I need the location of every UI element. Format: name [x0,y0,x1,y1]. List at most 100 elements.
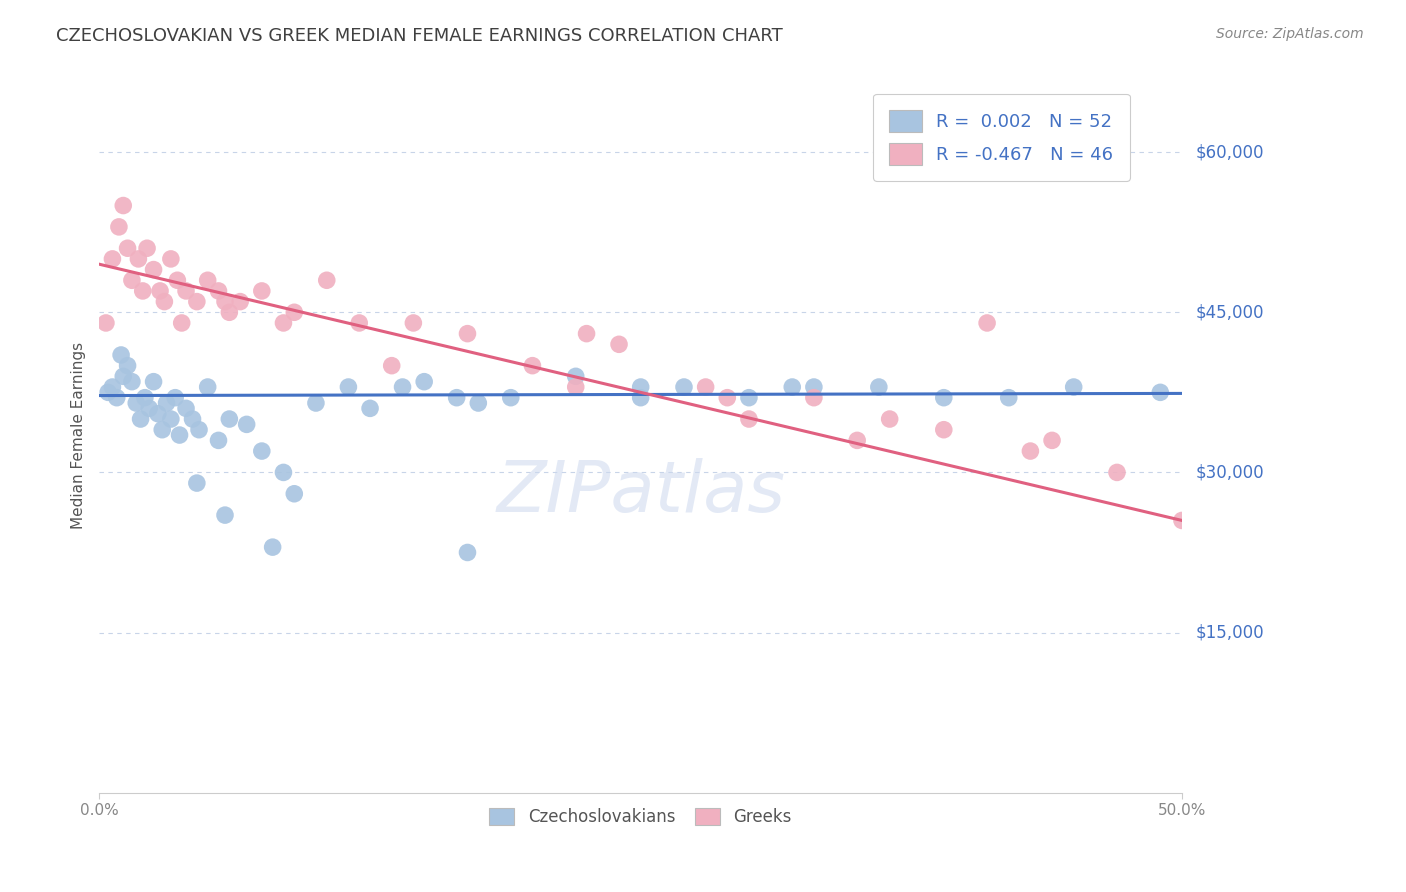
Point [181,412,204,426]
Point [117,241,139,255]
Point [803,391,825,405]
Point [250,284,273,298]
Point [273,466,295,480]
Point [166,273,188,287]
Point [186,476,208,491]
Point [522,359,544,373]
Point [630,380,652,394]
Point [207,284,229,298]
Point [846,434,869,448]
Point [1105,466,1128,480]
Point [337,380,360,394]
Point [101,380,124,394]
Point [112,369,135,384]
Y-axis label: Median Female Earnings: Median Female Earnings [72,342,86,529]
Point [229,294,252,309]
Point [149,284,172,298]
Point [305,396,328,410]
Point [188,423,211,437]
Point [273,316,295,330]
Point [381,359,404,373]
Point [94,316,117,330]
Point [879,412,901,426]
Text: Source: ZipAtlas.com: Source: ZipAtlas.com [1216,27,1364,41]
Point [467,396,489,410]
Point [142,262,165,277]
Point [150,423,173,437]
Point [672,380,695,394]
Point [932,391,955,405]
Point [499,391,522,405]
Point [97,385,120,400]
Point [997,391,1019,405]
Point [456,326,478,341]
Point [932,423,955,437]
Point [630,391,652,405]
Point [121,375,143,389]
Point [165,391,187,405]
Point [1040,434,1063,448]
Point [142,375,165,389]
Point [134,391,156,405]
Point [803,380,825,394]
Point [169,428,191,442]
Point [214,508,236,522]
Point [1149,385,1171,400]
Point [716,391,738,405]
Point [186,294,208,309]
Text: CZECHOSLOVAKIAN VS GREEK MEDIAN FEMALE EARNINGS CORRELATION CHART: CZECHOSLOVAKIAN VS GREEK MEDIAN FEMALE E… [56,27,783,45]
Point [125,396,148,410]
Point [738,412,761,426]
Point [391,380,413,394]
Point [153,294,176,309]
Point [976,316,998,330]
Point [283,487,305,501]
Point [105,391,128,405]
Point [738,391,761,405]
Point [695,380,717,394]
Point [359,401,381,416]
Point [160,252,183,266]
Point [456,545,478,559]
Point [283,305,305,319]
Point [868,380,890,394]
Point [218,305,240,319]
Point [250,444,273,458]
Point [129,412,152,426]
Point [262,540,284,554]
Point [402,316,425,330]
Point [235,417,257,432]
Point [108,219,131,234]
Point [214,294,236,309]
Point [315,273,337,287]
Point [110,348,132,362]
Point [136,241,159,255]
Text: $30,000: $30,000 [1197,464,1264,482]
Point [207,434,229,448]
Point [174,401,197,416]
Point [197,380,219,394]
Point [1171,513,1194,527]
Point [197,273,219,287]
Point [112,198,135,212]
Point [446,391,468,405]
Point [1063,380,1085,394]
Point [1019,444,1042,458]
Point [160,412,183,426]
Point [138,401,160,416]
Point [117,359,139,373]
Point [132,284,155,298]
Point [101,252,124,266]
Text: $15,000: $15,000 [1197,624,1264,641]
Text: ZIPatlas: ZIPatlas [496,458,785,527]
Point [564,369,586,384]
Point [146,407,169,421]
Point [127,252,149,266]
Point [174,284,197,298]
Point [349,316,371,330]
Point [780,380,803,394]
Point [170,316,193,330]
Text: $45,000: $45,000 [1197,303,1264,321]
Point [575,326,598,341]
Point [155,396,177,410]
